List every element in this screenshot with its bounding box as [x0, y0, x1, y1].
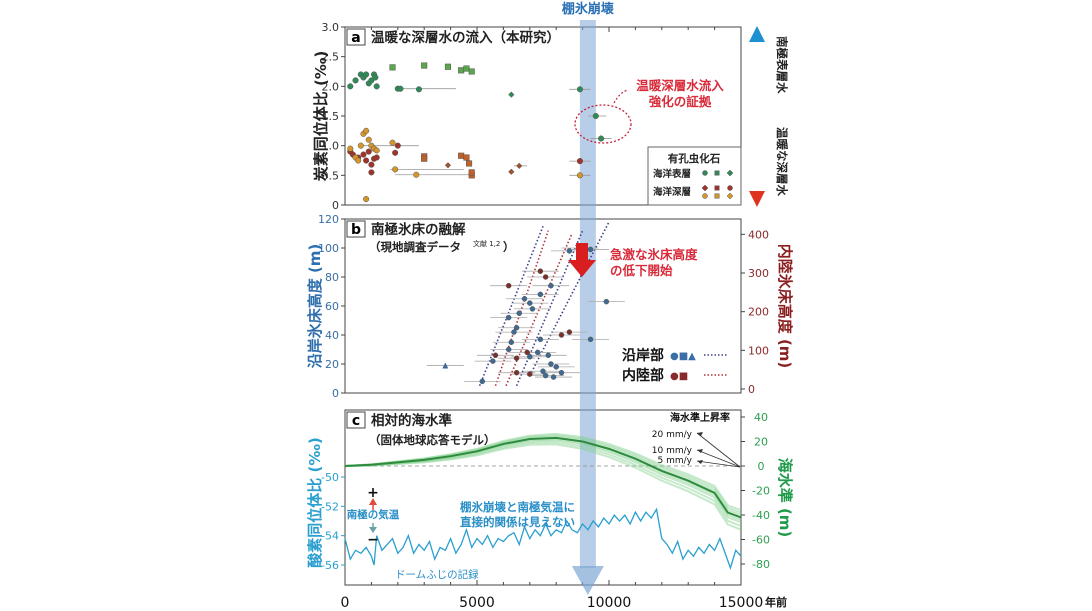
sea-level-line	[344, 436, 742, 519]
x-tick-label: 0	[341, 595, 350, 611]
svg-text:10 mm/y: 10 mm/y	[652, 446, 693, 456]
svg-text:有孔虫化石: 有孔虫化石	[668, 152, 721, 165]
svg-text:120: 120	[318, 213, 339, 226]
trend-line	[505, 233, 573, 387]
svg-text:の低下開始: の低下開始	[610, 263, 673, 278]
svg-text:0: 0	[748, 383, 755, 396]
panel-b-subtitle: （現地調査データ	[369, 240, 461, 254]
svg-text:80: 80	[325, 271, 339, 284]
svg-text:40: 40	[754, 411, 768, 424]
svg-text:海洋表層: 海洋表層	[653, 168, 691, 180]
ice-shelf-collapse-band	[579, 20, 596, 568]
y-axis-label-coastal: 沿岸氷床高度 (m)	[306, 244, 324, 369]
svg-text:5 mm/y: 5 mm/y	[658, 456, 693, 466]
evidence-ellipse	[574, 104, 632, 144]
evidence-annotation: 温暖深層水流入	[636, 78, 724, 93]
y-tick-label: 0.5	[322, 169, 340, 182]
svg-text:●■: ●■	[670, 371, 688, 382]
legend-inland: 内陸部	[622, 367, 664, 384]
foraminifera-legend	[647, 146, 742, 206]
svg-text:0: 0	[332, 387, 339, 400]
rate-legend-title: 海水準上昇率	[670, 411, 730, 424]
svg-text:20: 20	[754, 436, 768, 449]
x-tick-label: 10000	[587, 595, 632, 611]
collapse-arrow-icon	[571, 566, 604, 595]
svg-text:-80: -80	[752, 558, 770, 571]
temp-minus: −	[367, 532, 379, 548]
panel-label-a: a	[351, 30, 360, 46]
antarctic-surface-water-label: 南極表層水	[775, 36, 789, 94]
y-tick-label: 0	[332, 199, 339, 212]
y-tick-label: 1.5	[322, 110, 340, 123]
svg-text:-40: -40	[752, 509, 770, 522]
temp-plus: +	[367, 485, 379, 501]
svg-text:100: 100	[318, 242, 339, 255]
svg-text:200: 200	[748, 306, 769, 319]
svg-text:-52: -52	[321, 500, 339, 513]
y-axis-label-oxygen: 酸素同位体比 (‰)	[306, 437, 324, 568]
y-tick-label: 3.0	[322, 21, 340, 34]
panel-label-b: b	[351, 222, 361, 238]
svg-text:0: 0	[758, 460, 765, 473]
svg-text:-50: -50	[321, 471, 339, 484]
svg-text:60: 60	[325, 300, 339, 313]
svg-text:）: ）	[503, 240, 515, 254]
svg-text:40: 40	[325, 329, 339, 342]
warm-deep-water-label: 温暖な深層水	[775, 127, 789, 196]
y-axis-label-inland: 内陸氷床高度 (m)	[776, 244, 794, 369]
ice-drop-annotation: 急激な氷床高度	[610, 247, 698, 262]
y-axis-label-sealevel: 海水準 (m)	[776, 458, 794, 538]
svg-text:20 mm/y: 20 mm/y	[652, 430, 693, 440]
y-tick-label: 2.5	[322, 51, 340, 64]
svg-text:強化の証拠: 強化の証拠	[649, 94, 712, 109]
svg-text:直接的関係は見えない: 直接的関係は見えない	[460, 515, 575, 529]
svg-text:-20: -20	[752, 485, 770, 498]
svg-text:20: 20	[325, 358, 339, 371]
no-relation-annotation: 棚氷崩壊と南極気温に	[460, 500, 575, 514]
panel-c-title: 相対的海水準	[371, 412, 452, 429]
svg-text:海洋深層: 海洋深層	[653, 186, 691, 198]
svg-text:100: 100	[748, 344, 769, 357]
svg-text:-56: -56	[321, 559, 339, 572]
trend-line	[529, 221, 610, 376]
dome-fuji-isotope-line	[344, 507, 742, 571]
svg-text:300: 300	[748, 267, 769, 280]
x-tick-label: 5000	[459, 595, 495, 611]
panel-c-subtitle: （固体地球応答モデル）	[369, 433, 496, 447]
svg-text:●■▲: ●■▲	[670, 351, 696, 362]
panel-c-frame	[344, 409, 742, 586]
panel-label-c: c	[352, 413, 360, 429]
x-tick-label: 15000	[719, 595, 764, 611]
y-tick-label: 2.0	[322, 80, 340, 93]
panel-a-title: 温暖な深層水の流入（本研究）	[371, 29, 560, 46]
y-axis-label-carbon: 炭素同位体比 (‰)	[312, 51, 330, 182]
svg-text:-60: -60	[752, 534, 770, 547]
ice-drop-arrow-icon	[576, 243, 588, 261]
trend-line	[494, 230, 550, 387]
legend-coastal: 沿岸部	[622, 347, 664, 364]
panel-b-title: 南極氷床の融解	[371, 221, 466, 238]
svg-text:文献 1,2: 文献 1,2	[473, 239, 500, 248]
svg-text:-54: -54	[321, 530, 339, 543]
trend-line	[478, 225, 544, 387]
collapse-label: 棚氷崩壊	[562, 1, 615, 17]
x-axis-unit: 年前	[765, 595, 787, 609]
antarctic-temperature-label: 南極の気温	[347, 508, 400, 521]
svg-text:400: 400	[748, 228, 769, 241]
dome-fuji-label: ドームふじの記録	[395, 568, 479, 581]
y-tick-label: 1.0	[322, 140, 340, 153]
